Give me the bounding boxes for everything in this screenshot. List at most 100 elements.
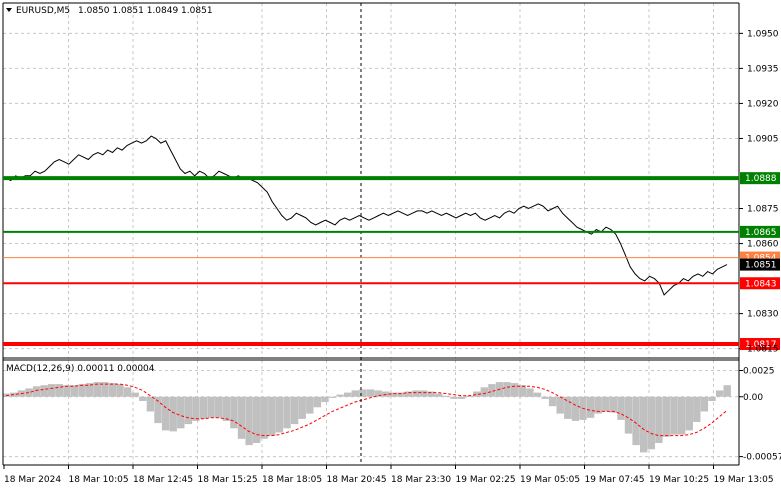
x-tick-label: 19 Mar 05:05: [520, 475, 580, 485]
macd-bar: [648, 397, 655, 450]
macd-bar: [261, 397, 268, 439]
y-tick-label: 1.0920: [747, 99, 779, 109]
macd-bar: [443, 396, 450, 397]
macd-bar: [640, 397, 647, 453]
macd-bar: [283, 397, 290, 429]
macd-bar: [534, 393, 541, 397]
macd-bar: [724, 385, 731, 397]
x-tick-label: 18 Mar 15:25: [198, 475, 258, 485]
macd-bar: [124, 387, 131, 396]
y-tick-label: 1.0875: [747, 205, 779, 215]
macd-bar: [170, 397, 177, 432]
macd-bar: [230, 397, 237, 429]
macd-bar: [541, 397, 548, 399]
macd-bar: [450, 397, 457, 399]
macd-y-tick-label: 0.0025: [743, 367, 775, 377]
macd-bar: [245, 397, 252, 445]
level-label: 1.0888: [745, 174, 777, 184]
macd-bar: [33, 386, 40, 397]
macd-bar: [109, 383, 116, 397]
macd-bar: [526, 388, 533, 396]
macd-bar: [291, 397, 298, 424]
macd-bar: [192, 397, 199, 421]
macd-bar: [701, 397, 708, 412]
symbol-title: EURUSD,M5: [16, 6, 70, 16]
x-tick-label: 18 Mar 12:45: [133, 475, 193, 485]
macd-bar: [420, 390, 427, 396]
level-label: 1.0843: [745, 279, 777, 289]
macd-bar: [185, 397, 192, 424]
macd-bar: [557, 397, 564, 414]
x-tick-label: 19 Mar 02:25: [456, 475, 516, 485]
macd-bar: [48, 384, 55, 397]
macd-bar: [238, 397, 245, 439]
macd-bar: [670, 397, 677, 435]
current-price-label: 1.0851: [745, 261, 777, 271]
macd-bar: [458, 397, 465, 399]
macd-bar: [625, 397, 632, 434]
macd-bar: [519, 385, 526, 397]
level-label: 1.0865: [745, 228, 777, 238]
macd-bar: [632, 397, 639, 445]
macd-bar: [139, 397, 146, 401]
macd-bar: [716, 390, 723, 396]
y-tick-label: 1.0905: [747, 134, 779, 144]
macd-bar: [147, 397, 154, 412]
x-tick-label: 18 Mar 20:45: [327, 475, 387, 485]
x-tick-label: 19 Mar 07:45: [585, 475, 645, 485]
macd-bar: [41, 385, 48, 397]
y-tick-label: 1.0950: [747, 29, 779, 39]
macd-bar: [610, 397, 617, 413]
x-tick-label: 18 Mar 10:05: [69, 475, 129, 485]
macd-bar: [276, 397, 283, 433]
macd-title: MACD(12,26,9) 0.00011 0.00004: [6, 364, 155, 374]
macd-bar: [116, 384, 123, 397]
macd-bar: [352, 390, 359, 396]
macd-bar: [321, 397, 328, 402]
macd-bar: [56, 384, 63, 397]
x-tick-label: 18 Mar 2024: [4, 475, 61, 485]
macd-bar: [359, 389, 366, 396]
macd-bar: [686, 397, 693, 431]
macd-bar: [162, 397, 169, 431]
y-tick-label: 1.0935: [747, 64, 779, 74]
y-tick-label: 1.0815: [747, 345, 779, 355]
macd-bar: [268, 397, 275, 436]
x-tick-label: 19 Mar 10:25: [649, 475, 709, 485]
macd-bar: [132, 393, 139, 397]
macd-bar: [299, 397, 306, 419]
y-tick-label: 1.0860: [747, 240, 779, 250]
macd-y-tick-label: 0.00: [743, 393, 763, 403]
macd-bar: [314, 397, 321, 408]
macd-bar: [693, 397, 700, 422]
macd-bar: [367, 389, 374, 396]
macd-bar: [78, 384, 85, 397]
macd-y-tick-label: -0.00057: [743, 453, 781, 463]
macd-bar: [63, 385, 70, 397]
macd-bar: [481, 387, 488, 396]
macd-bar: [412, 390, 419, 396]
macd-bar: [223, 397, 230, 421]
x-tick-label: 18 Mar 23:30: [391, 475, 451, 485]
macd-bar: [336, 395, 343, 397]
macd-bar: [511, 383, 518, 397]
macd-bar: [71, 385, 78, 397]
macd-bar: [602, 397, 609, 412]
macd-bar: [617, 397, 624, 420]
macd-bar: [253, 397, 260, 443]
macd-bar: [344, 393, 351, 397]
macd-bar: [200, 397, 207, 419]
y-tick-label: 1.0830: [747, 310, 779, 320]
macd-bar: [177, 397, 184, 429]
macd-bar: [207, 397, 214, 418]
macd-bar: [329, 397, 336, 398]
macd-bar: [435, 394, 442, 397]
macd-bar: [503, 382, 510, 397]
macd-bar: [306, 397, 313, 414]
macd-bar: [663, 397, 670, 437]
macd-bar: [708, 397, 715, 401]
ohlc-readout: 1.0850 1.0851 1.0849 1.0851: [78, 6, 213, 16]
macd-bar: [215, 397, 222, 418]
